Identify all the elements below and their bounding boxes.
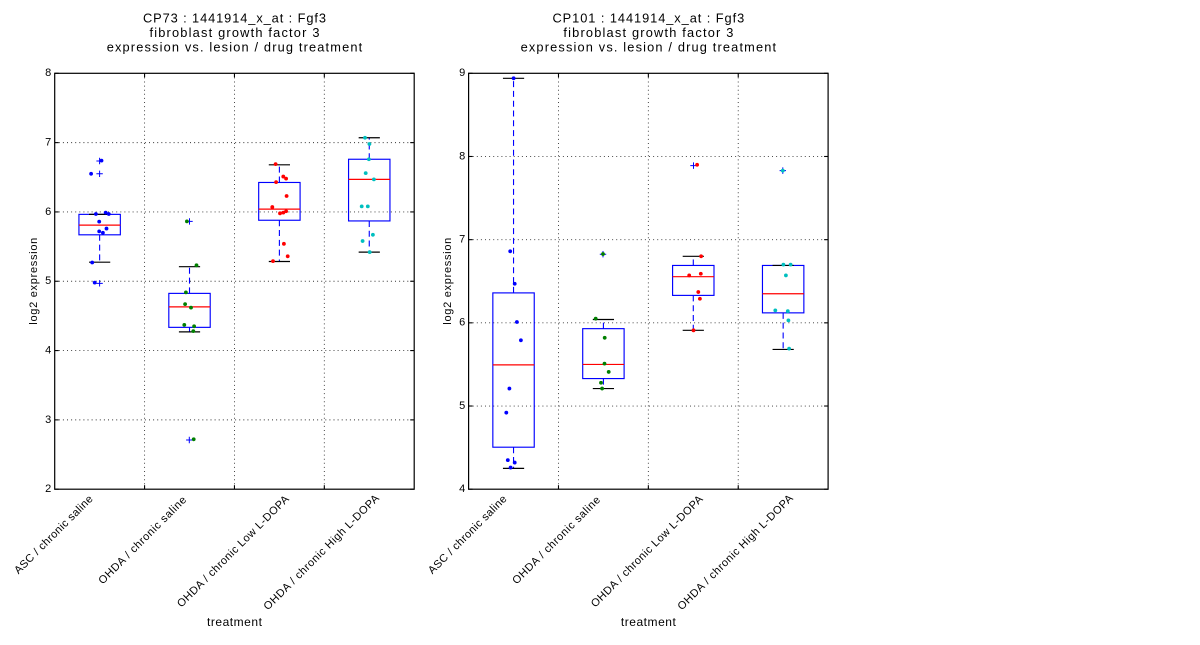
svg-text:CP73 : 1441914_x_at : Fgf3: CP73 : 1441914_x_at : Fgf3 xyxy=(143,10,326,25)
svg-text:4: 4 xyxy=(45,344,51,356)
svg-text:7: 7 xyxy=(459,234,465,246)
svg-text:5: 5 xyxy=(459,400,465,412)
svg-text:expression vs. lesion / drug t: expression vs. lesion / drug treatment xyxy=(521,40,777,55)
svg-text:log2 expression: log2 expression xyxy=(28,238,40,325)
svg-text:fibroblast growth factor 3: fibroblast growth factor 3 xyxy=(563,25,733,40)
svg-text:treatment: treatment xyxy=(207,615,263,629)
svg-text:expression vs. lesion / drug t: expression vs. lesion / drug treatment xyxy=(107,40,363,55)
svg-text:5: 5 xyxy=(45,275,51,287)
svg-text:fibroblast growth factor 3: fibroblast growth factor 3 xyxy=(149,25,319,40)
svg-text:treatment: treatment xyxy=(621,615,677,629)
svg-text:3: 3 xyxy=(45,414,51,426)
svg-text:log2 expression: log2 expression xyxy=(442,238,454,325)
svg-text:8: 8 xyxy=(45,67,51,79)
svg-text:6: 6 xyxy=(459,317,465,329)
svg-text:9: 9 xyxy=(459,67,465,79)
svg-text:8: 8 xyxy=(459,150,465,162)
svg-text:2: 2 xyxy=(45,483,51,495)
svg-text:6: 6 xyxy=(45,206,51,218)
svg-text:7: 7 xyxy=(45,137,51,149)
svg-text:4: 4 xyxy=(459,483,465,495)
svg-text:CP101 : 1441914_x_at : Fgf3: CP101 : 1441914_x_at : Fgf3 xyxy=(553,10,745,25)
